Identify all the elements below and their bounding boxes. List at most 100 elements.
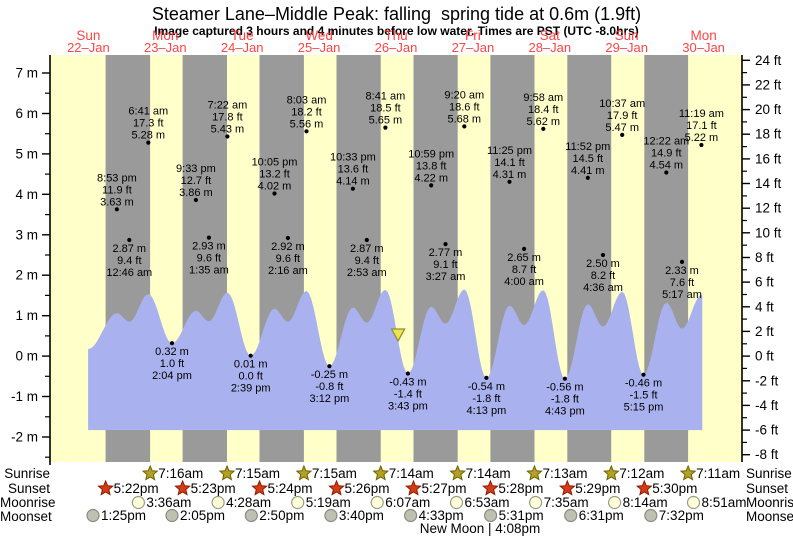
- tide-annotation-height_m: 4.14 m: [336, 176, 370, 188]
- left-axis-tick-label: 4 m: [15, 187, 38, 202]
- tide-annotation-height_m: 2.93 m: [192, 241, 226, 253]
- tide-annotation-time: 6:41 am: [128, 106, 168, 118]
- sunrise-time-label: 7:15am: [235, 466, 280, 481]
- tide-annotation-height_ft: 1.0 ft: [160, 358, 184, 370]
- tide-annotation-height_m: 2.92 m: [271, 241, 305, 253]
- left-axis-tick-label: 0 m: [15, 349, 38, 364]
- moon-riseicon: [686, 495, 701, 510]
- right-axis-tick-label: 2 ft: [755, 324, 774, 339]
- sunrise-icon: [449, 464, 467, 481]
- tide-event-dot: [699, 142, 704, 148]
- sunrise-icon: [679, 464, 697, 481]
- left-axis-tick-label: 2 m: [15, 268, 38, 283]
- tide-curve-area: [88, 289, 703, 431]
- tide-event-dot: [443, 242, 448, 247]
- tide-annotation-height_m: 4.54 m: [649, 160, 683, 172]
- sunrise-icon: [526, 464, 543, 481]
- tide-annotation-height_ft: -1.8 ft: [551, 394, 579, 406]
- day-date-label: 30–Jan: [682, 40, 725, 55]
- tide-annotation-height_ft: 13.6 ft: [338, 164, 369, 176]
- right-axis-tick-label: 18 ft: [755, 127, 782, 142]
- moon-seticon: [165, 508, 179, 523]
- tide-annotation-height_m: 5.56 m: [290, 118, 324, 130]
- tide-annotation-time: 10:33 pm: [330, 152, 376, 164]
- day-date-label: 24–Jan: [221, 40, 264, 55]
- tide-event-dot: [193, 197, 198, 203]
- tide-annotation-time: 5:17 am: [662, 289, 702, 301]
- sunrise-row-label-left: Sunrise: [4, 466, 50, 481]
- right-axis-tick-label: -4 ft: [755, 398, 779, 413]
- right-axis-tick-label: 16 ft: [755, 151, 782, 166]
- moonset-time-label: 1:25pm: [101, 508, 146, 523]
- tide-annotation-height_m: 4.22 m: [414, 172, 448, 184]
- right-axis-tick-label: 6 ft: [755, 275, 774, 290]
- right-axis-tick-label: -6 ft: [755, 423, 779, 438]
- tide-annotation-height_ft: 13.8 ft: [416, 160, 447, 172]
- tide-annotation-height_ft: 8.2 ft: [591, 270, 615, 282]
- sunrise-time-label: 7:12am: [619, 466, 664, 481]
- left-axis-tick-label: 3 m: [15, 227, 38, 242]
- right-axis-tick-label: 24 ft: [755, 53, 782, 68]
- moonrise-time-label: 7:35am: [544, 495, 589, 510]
- tide-event-dot: [585, 175, 590, 180]
- tide-annotation-height_ft: 14.1 ft: [494, 157, 525, 169]
- day-name-label: Sat: [540, 28, 561, 43]
- tide-annotation-time: 8:03 am: [287, 94, 327, 106]
- moonrise-time-label: 4:28am: [226, 495, 271, 510]
- tide-annotation-time: 12:22 am: [643, 136, 689, 148]
- tide-annotation-time: 2:16 am: [268, 265, 308, 277]
- tide-annotation-height_ft: 17.9 ft: [607, 110, 638, 122]
- tide-annotation-height_m: 4.31 m: [493, 169, 527, 181]
- tide-event-dot: [484, 375, 489, 380]
- left-axis-tick-label: 1 m: [15, 308, 38, 323]
- sunset-icon: [174, 479, 191, 496]
- tide-annotation-height_m: 3.63 m: [100, 196, 134, 208]
- tide-annotation-time: 9:20 am: [444, 89, 484, 101]
- tide-annotation-height_m: 5.22 m: [685, 132, 719, 144]
- tide-annotation-height_m: 2.87 m: [350, 243, 384, 255]
- sunset-time-label: 5:29pm: [575, 481, 620, 496]
- sunrise-icon: [372, 464, 390, 481]
- sunset-time-label: 5:26pm: [345, 481, 390, 496]
- tide-event-dot: [429, 183, 434, 188]
- right-axis-tick-label: 4 ft: [755, 299, 774, 314]
- tide-annotation-time: 1:35 am: [189, 265, 229, 277]
- tide-event-dot: [664, 170, 669, 175]
- moonset-time-label: 2:05pm: [180, 508, 225, 523]
- left-axis-tick-label: -1 m: [11, 389, 38, 404]
- tide-annotation-time: 4:13 pm: [467, 405, 507, 417]
- tide-annotation-height_m: -0.54 m: [468, 381, 505, 393]
- tide-annotation-height_m: 5.47 m: [605, 122, 639, 134]
- sunrise-time-label: 7:11am: [696, 466, 740, 481]
- tide-annotation-height_m: 5.65 m: [369, 115, 403, 127]
- moonset-time-label: 3:40pm: [339, 508, 384, 523]
- moonrise-time-label: 8:14am: [623, 495, 668, 510]
- tide-annotation-height_m: -0.43 m: [389, 377, 426, 389]
- tide-annotation-height_m: 2.65 m: [507, 252, 541, 264]
- day-name-label: Fri: [465, 28, 481, 43]
- tide-annotation-height_ft: 14.9 ft: [651, 148, 682, 160]
- right-axis-tick-label: -2 ft: [755, 373, 779, 388]
- sunrise-icon: [141, 464, 159, 481]
- tide-annotation-height_ft: 18.2 ft: [291, 106, 322, 118]
- sunset-time-label: 5:24pm: [268, 481, 313, 496]
- tide-annotation-time: 2:53 am: [347, 267, 387, 279]
- moonrise-time-label: 6:07am: [385, 495, 430, 510]
- tide-annotation-time: 3:12 pm: [310, 393, 350, 405]
- new-moon-label: New Moon | 4:08pm: [419, 521, 541, 536]
- sunrise-time-label: 7:14am: [389, 466, 434, 481]
- tide-annotation-height_ft: 13.2 ft: [259, 169, 290, 181]
- day-date-label: 26–Jan: [375, 40, 418, 55]
- moonrise-row-label-left: Moonrise: [0, 495, 56, 510]
- tide-annotation-time: 11:25 pm: [487, 145, 532, 157]
- tide-annotation-time: 4:43 pm: [545, 406, 585, 418]
- moon-riseicon: [449, 495, 464, 510]
- tide-annotation-time: 12:46 am: [106, 267, 152, 279]
- tide-annotation-height_m: 2.87 m: [112, 243, 146, 255]
- tide-annotation-time: 10:37 am: [599, 98, 645, 110]
- sunset-icon: [328, 479, 345, 496]
- tide-event-dot: [272, 191, 277, 196]
- sunset-icon: [482, 479, 499, 496]
- tide-annotation-height_m: -0.56 m: [546, 382, 583, 394]
